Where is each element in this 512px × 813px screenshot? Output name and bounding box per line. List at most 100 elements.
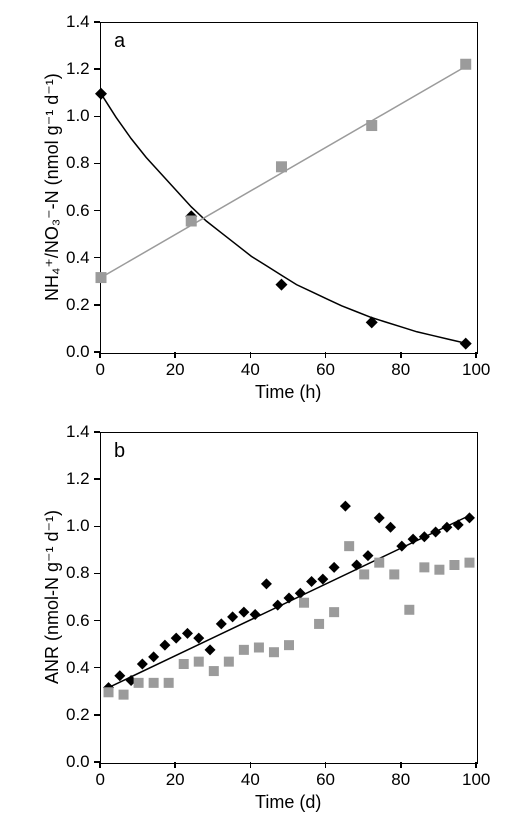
ytick bbox=[94, 163, 100, 165]
marker-anr-black bbox=[385, 522, 396, 533]
xtick bbox=[174, 762, 176, 768]
figure-container: 0 20 40 60 80 100 0.0 0.2 0.4 0.6 0.8 1.0 1.2 1.4 Time… bbox=[0, 0, 512, 802]
xtick-label: 0 bbox=[96, 770, 105, 790]
marker-anr-black bbox=[227, 611, 238, 622]
ytick bbox=[94, 351, 100, 353]
plot-svg-a bbox=[101, 23, 477, 353]
xtick bbox=[400, 352, 402, 358]
ytick bbox=[94, 21, 100, 23]
ytick-label: 0.8 bbox=[66, 153, 90, 173]
ytick-label: 0.4 bbox=[66, 658, 90, 678]
marker-anr-gray bbox=[359, 569, 369, 579]
marker-anr-gray bbox=[389, 569, 399, 579]
marker-anr-gray bbox=[179, 659, 189, 669]
marker-no3 bbox=[366, 120, 377, 131]
ytick bbox=[94, 714, 100, 716]
marker-anr-gray bbox=[134, 678, 144, 688]
ytick-label: 1.4 bbox=[66, 12, 90, 32]
marker-anr-black bbox=[148, 651, 159, 662]
panel-label-a: a bbox=[114, 30, 125, 53]
xtick bbox=[325, 352, 327, 358]
marker-anr-black bbox=[216, 618, 227, 629]
marker-anr-gray bbox=[224, 657, 234, 667]
marker-anr-gray bbox=[404, 605, 414, 615]
ytick bbox=[94, 526, 100, 528]
marker-anr-gray bbox=[254, 643, 264, 653]
marker-anr-black bbox=[205, 644, 216, 655]
xtick-label: 40 bbox=[241, 770, 260, 790]
marker-anr-gray bbox=[149, 678, 159, 688]
ytick-label: 0.6 bbox=[66, 201, 90, 221]
marker-anr-black bbox=[182, 628, 193, 639]
marker-anr-gray bbox=[104, 687, 114, 697]
xtick-label: 20 bbox=[166, 360, 185, 380]
panel-label-b: b bbox=[114, 440, 125, 463]
ytick-label: 1.2 bbox=[66, 469, 90, 489]
marker-nh4 bbox=[460, 338, 472, 350]
plot-area-b bbox=[100, 432, 478, 764]
ytick bbox=[94, 210, 100, 212]
marker-anr-gray bbox=[269, 647, 279, 657]
ytick-label: 1.4 bbox=[66, 422, 90, 442]
xtick bbox=[475, 352, 477, 358]
ytick bbox=[94, 116, 100, 118]
marker-anr-gray bbox=[344, 541, 354, 551]
marker-anr-black bbox=[238, 607, 249, 618]
marker-no3 bbox=[96, 272, 107, 283]
marker-anr-black bbox=[362, 550, 373, 561]
marker-anr-black bbox=[159, 640, 170, 651]
ytick bbox=[94, 573, 100, 575]
marker-nh4 bbox=[366, 316, 378, 328]
xtick bbox=[250, 762, 252, 768]
ytick bbox=[94, 620, 100, 622]
ytick-label: 0.8 bbox=[66, 563, 90, 583]
xtick-label: 80 bbox=[391, 770, 410, 790]
marker-anr-black bbox=[295, 588, 306, 599]
marker-anr-black bbox=[340, 501, 351, 512]
xtick bbox=[99, 352, 101, 358]
marker-anr-gray bbox=[329, 607, 339, 617]
xtick-label: 40 bbox=[241, 360, 260, 380]
marker-anr-gray bbox=[164, 678, 174, 688]
xtick bbox=[99, 762, 101, 768]
marker-no3 bbox=[276, 161, 287, 172]
marker-anr-gray bbox=[464, 558, 474, 568]
ytick bbox=[94, 304, 100, 306]
marker-anr-black bbox=[408, 534, 419, 545]
ytick-label: 0.2 bbox=[66, 705, 90, 725]
marker-anr-black bbox=[453, 519, 464, 530]
ytick bbox=[94, 478, 100, 480]
ytick-label: 1.0 bbox=[66, 106, 90, 126]
marker-anr-gray bbox=[299, 598, 309, 608]
marker-anr-gray bbox=[449, 560, 459, 570]
marker-anr-black bbox=[419, 531, 430, 542]
xlabel-a: Time (h) bbox=[255, 382, 321, 403]
xtick-label: 60 bbox=[316, 770, 335, 790]
ytick bbox=[94, 431, 100, 433]
xtick bbox=[174, 352, 176, 358]
ytick bbox=[94, 257, 100, 259]
ytick-label: 0.2 bbox=[66, 295, 90, 315]
marker-anr-black bbox=[306, 576, 317, 587]
xtick-label: 100 bbox=[462, 360, 490, 380]
marker-anr-black bbox=[351, 560, 362, 571]
xtick-label: 80 bbox=[391, 360, 410, 380]
marker-no3 bbox=[186, 216, 197, 227]
xtick bbox=[250, 352, 252, 358]
ylabel-b: ANR (nmol-N g⁻¹ d⁻¹) bbox=[42, 510, 63, 684]
marker-anr-black bbox=[441, 522, 452, 533]
ytick-label: 0.6 bbox=[66, 611, 90, 631]
ytick bbox=[94, 761, 100, 763]
marker-anr-black bbox=[430, 527, 441, 538]
marker-anr-gray bbox=[314, 619, 324, 629]
series-line-nh4 bbox=[101, 94, 469, 344]
ytick bbox=[94, 68, 100, 70]
plot-svg-b bbox=[101, 433, 477, 763]
ytick-label: 0.0 bbox=[66, 752, 90, 772]
ytick-label: 1.0 bbox=[66, 516, 90, 536]
xtick bbox=[400, 762, 402, 768]
marker-anr-gray bbox=[194, 657, 204, 667]
xtick-label: 60 bbox=[316, 360, 335, 380]
marker-nh4 bbox=[95, 88, 107, 100]
marker-anr-black bbox=[284, 593, 295, 604]
